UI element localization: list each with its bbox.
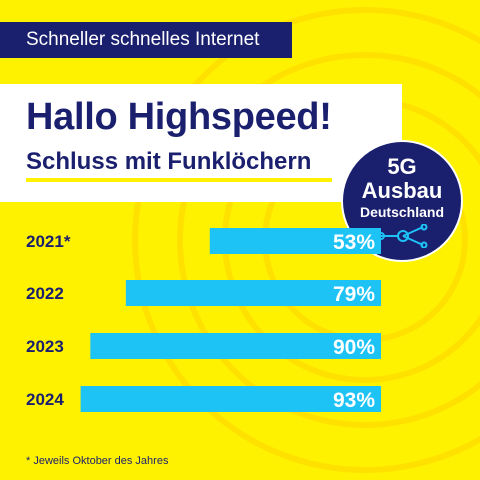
bar-value-label: 53% [333, 231, 375, 254]
year-label: 2021* [26, 232, 71, 251]
bar [80, 386, 382, 412]
badge-subtitle: Ausbau [361, 178, 443, 203]
bar [125, 280, 381, 306]
bar-value-label: 93% [333, 389, 375, 412]
bar [209, 228, 381, 254]
5g-badge: 5G Ausbau Deutschland [341, 140, 463, 262]
subheadline: Schluss mit Funklöchern [26, 148, 312, 175]
bar-value-label: 79% [333, 283, 375, 306]
bar-value-label: 90% [333, 336, 375, 359]
year-label: 2022 [26, 284, 64, 303]
footnote: * Jeweils Oktober des Jahres [26, 455, 169, 467]
badge-country: Deutschland [359, 204, 444, 220]
subheadline-underline [26, 178, 332, 182]
year-label: 2024 [26, 390, 64, 409]
tagline: Schneller schnelles Internet [0, 22, 292, 58]
bar [90, 333, 382, 359]
year-label: 2023 [26, 337, 64, 356]
badge-title: 5G [387, 154, 417, 179]
headline: Hallo Highspeed! [26, 96, 332, 138]
headline-box: Hallo Highspeed! Schluss mit Funklöchern [0, 84, 402, 202]
